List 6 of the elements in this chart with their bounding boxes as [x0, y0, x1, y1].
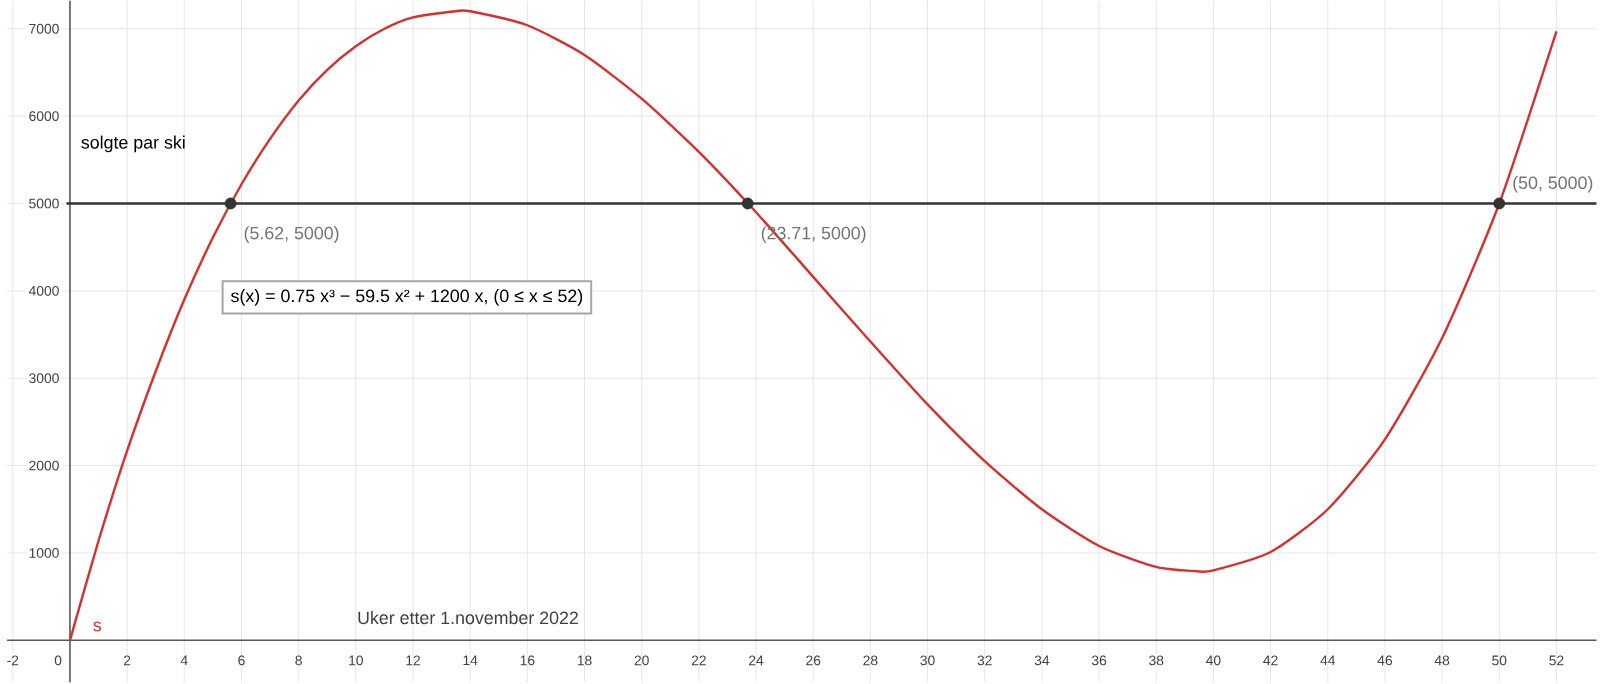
annotation: (50, 5000) — [1513, 176, 1593, 193]
series-label: s — [93, 622, 102, 632]
annotation: (5.62, 5000) — [244, 226, 339, 244]
annotation: s(x) = 0.75 x³ − 59.5 x² + 1200 x, (0 ≤ x ≤ 52) — [231, 289, 583, 307]
x-axis-title: Uker etter 1.november 2022 — [358, 611, 578, 625]
y-axis-title: solgte par ski — [81, 136, 185, 153]
